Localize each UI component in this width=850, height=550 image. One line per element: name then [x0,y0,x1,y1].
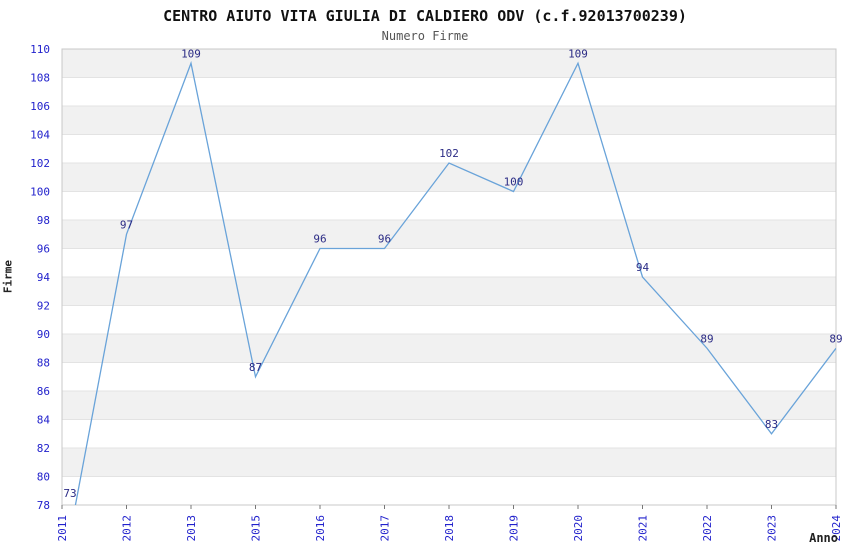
x-tick-label: 2020 [572,515,585,542]
data-point-label: 87 [249,361,262,374]
x-tick-label: 2024 [830,515,843,542]
x-tick-label: 2023 [766,515,779,542]
grid-band [62,220,836,249]
y-tick-label: 100 [30,186,50,199]
x-tick-label: 2017 [379,515,392,542]
grid-band [62,362,836,391]
x-tick-label: 2012 [121,515,134,542]
x-tick-label: 2011 [56,515,69,542]
y-tick-label: 106 [30,100,50,113]
y-tick-label: 78 [37,499,50,512]
y-tick-label: 98 [37,214,50,227]
data-point-label: 100 [504,176,524,189]
x-tick-label: 2015 [250,515,263,542]
data-point-label: 102 [439,147,459,160]
data-point-label: 96 [378,233,391,246]
grid-band [62,448,836,477]
grid-band [62,419,836,448]
y-tick-label: 82 [37,442,50,455]
grid-band [62,191,836,220]
y-tick-label: 108 [30,72,50,85]
y-axis-title: Firme [1,259,15,294]
series-line [74,60,836,505]
chart-subtitle: Numero Firme [381,29,469,43]
grid-band [62,134,836,163]
data-point-label: 96 [313,233,326,246]
x-tick-label: 2013 [185,515,198,542]
y-tick-label: 110 [30,43,50,56]
data-point-label: 109 [181,47,201,60]
grid-band [62,248,836,277]
x-tick-label: 2018 [443,515,456,542]
grid-band [62,334,836,363]
data-point-label: 83 [765,418,778,431]
y-tick-label: 92 [37,300,50,313]
grid-band [62,106,836,135]
data-point-label: 109 [568,47,588,60]
y-tick-label: 86 [37,385,50,398]
data-point-label: 89 [700,332,713,345]
grid-band [62,305,836,334]
grid-band [62,49,836,78]
y-tick-label: 88 [37,357,50,370]
x-tick-label: 2021 [637,515,650,542]
y-tick-label: 84 [37,414,51,427]
x-axis-title: Anno [809,531,838,545]
y-tick-label: 90 [37,328,50,341]
grid-band [62,277,836,306]
grid-band [62,77,836,106]
y-tick-label: 96 [37,243,50,256]
grid-band [62,476,836,505]
x-tick-label: 2019 [508,515,521,542]
y-tick-label: 102 [30,157,50,170]
x-tick-label: 2016 [314,515,327,542]
data-point-label: 97 [120,218,133,231]
grid-band [62,391,836,420]
data-point-label: 94 [636,261,650,274]
chart-title: CENTRO AIUTO VITA GIULIA DI CALDIERO ODV… [163,7,687,25]
x-tick-label: 2022 [701,515,714,542]
data-point-label: 89 [829,332,842,345]
data-point-label: 73 [63,487,76,500]
y-tick-label: 94 [37,271,51,284]
y-tick-label: 104 [30,129,50,142]
y-tick-label: 80 [37,471,50,484]
grid-band [62,163,836,192]
